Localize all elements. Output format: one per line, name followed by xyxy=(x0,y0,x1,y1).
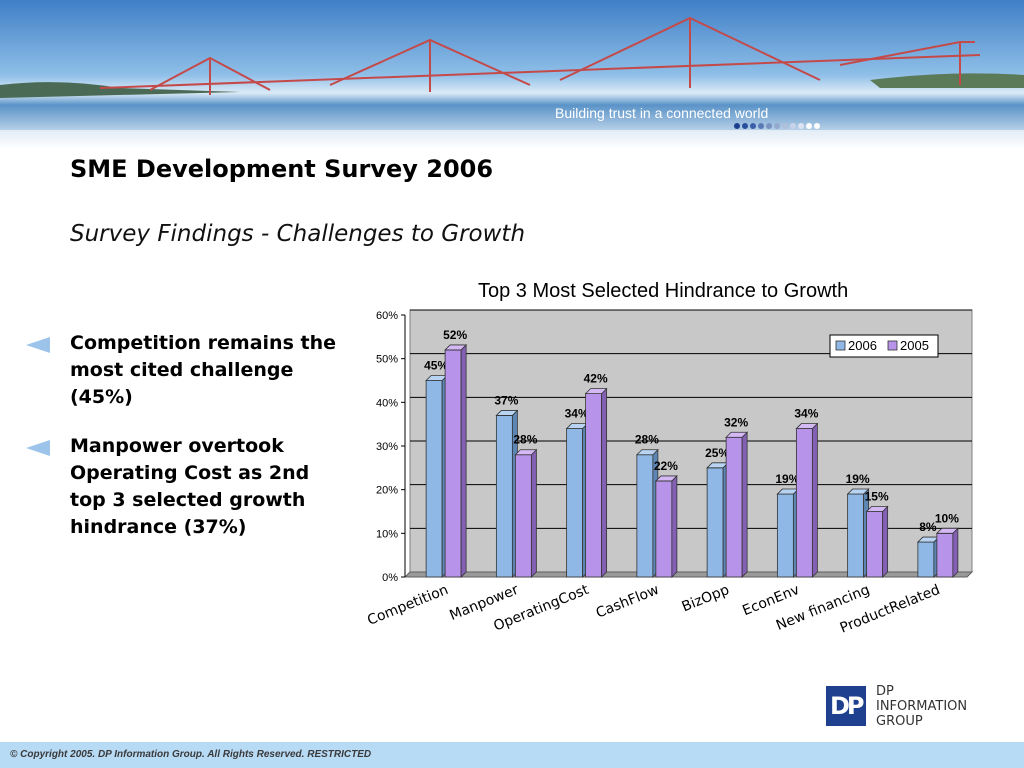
bar-2005 xyxy=(585,393,603,578)
bar-top-2005 xyxy=(584,388,608,394)
bar-top-2005 xyxy=(935,527,959,534)
data-label: 10% xyxy=(935,511,959,525)
data-label: 28% xyxy=(635,433,659,447)
slide-subtitle: Survey Findings - Challenges to Growth xyxy=(70,221,526,247)
bar-side-2005 xyxy=(952,527,959,578)
bar-2005 xyxy=(514,454,532,578)
bullet-text: Competition remains the most cited chall… xyxy=(70,332,336,408)
bar-side-2005 xyxy=(460,343,467,578)
legend-label: 2005 xyxy=(900,338,929,353)
bar-2006 xyxy=(776,493,794,578)
bar-chart: 0% 10% 20% 30% 40% 50% 60% 45% 52% Competition 37%… xyxy=(365,309,974,637)
data-label: 25% xyxy=(705,446,729,460)
banner-tagline: Building trust in a connected world xyxy=(555,105,769,121)
arrow-left-icon xyxy=(26,337,50,353)
data-label: 42% xyxy=(584,372,608,386)
x-tick-label: Competition xyxy=(365,582,450,629)
bar-2006 xyxy=(847,493,865,578)
bar-2005 xyxy=(866,511,884,578)
bar-2005 xyxy=(936,532,954,578)
data-label: 37% xyxy=(494,393,518,407)
bar-2005 xyxy=(655,480,673,578)
data-label: 8% xyxy=(919,520,937,534)
data-label: 28% xyxy=(513,433,537,447)
data-label: 19% xyxy=(846,472,870,486)
bar-side-2005 xyxy=(671,474,678,578)
bar-top-2005 xyxy=(795,423,819,429)
bar-top-2005 xyxy=(654,475,678,482)
logo-mark: DP xyxy=(826,686,866,726)
bar-top-2005 xyxy=(865,506,889,512)
y-tick-label: 30% xyxy=(376,441,398,453)
y-tick-label: 60% xyxy=(376,310,398,322)
slide-title: SME Development Survey 2006 xyxy=(70,155,494,183)
bar-2006 xyxy=(425,380,443,578)
data-label: 15% xyxy=(865,490,889,504)
data-label: 45% xyxy=(424,359,448,373)
bar-top-2006 xyxy=(495,410,519,416)
bar-2006 xyxy=(495,415,513,578)
y-tick-label: 50% xyxy=(376,354,398,366)
bullet-list: Competition remains the most cited chall… xyxy=(26,330,336,563)
banner-dots xyxy=(734,123,820,129)
y-tick-label: 20% xyxy=(376,485,398,497)
bullet-item: Competition remains the most cited chall… xyxy=(26,330,336,411)
bar-2006 xyxy=(636,454,654,578)
bar-2006 xyxy=(917,541,935,578)
logo-initials: DP xyxy=(830,692,864,720)
bar-side-2005 xyxy=(741,431,748,578)
bar-top-2005 xyxy=(514,449,538,456)
bullet-item: Manpower overtook Operating Cost as 2nd … xyxy=(26,433,336,541)
copyright-text: © Copyright 2005. DP Information Group. … xyxy=(10,749,372,760)
bridge-banner-image xyxy=(0,0,1024,150)
bar-2005 xyxy=(725,436,743,578)
bar-2005 xyxy=(444,349,462,578)
bar-2005 xyxy=(795,428,813,578)
x-tick-label: CashFlow xyxy=(594,582,662,622)
bar-top-2006 xyxy=(635,449,659,456)
legend-swatch xyxy=(887,340,898,351)
data-label: 34% xyxy=(565,407,589,421)
legend-label: 2006 xyxy=(848,338,877,353)
data-label: 32% xyxy=(724,415,748,429)
bar-side-2005 xyxy=(882,505,889,578)
bar-2006 xyxy=(706,467,724,578)
bar-top-2005 xyxy=(725,431,749,438)
x-tick-label: BizOpp xyxy=(680,582,732,615)
y-tick-label: 0% xyxy=(382,572,398,584)
chart-title: Top 3 Most Selected Hindrance to Growth xyxy=(478,280,849,302)
logo-line: INFORMATION xyxy=(876,699,968,714)
company-logo: DP DP INFORMATION GROUP xyxy=(826,684,976,730)
data-label: 52% xyxy=(443,328,467,342)
bullet-text: Manpower overtook Operating Cost as 2nd … xyxy=(70,435,310,538)
legend-box xyxy=(829,334,939,358)
y-tick-label: 40% xyxy=(376,397,398,409)
bar-top-2006 xyxy=(846,488,870,495)
bar-side-2005 xyxy=(530,448,537,578)
data-label: 34% xyxy=(794,407,818,421)
y-tick-label: 10% xyxy=(376,528,398,540)
data-label: 22% xyxy=(654,459,678,473)
bar-side-2005 xyxy=(811,422,818,578)
logo-line: DP xyxy=(876,684,894,699)
chart-area: Top 3 Most Selected Hindrance to Growth … xyxy=(340,270,1020,670)
bar-2006 xyxy=(566,428,584,578)
bar-side-2005 xyxy=(601,387,608,578)
header-banner: Building trust in a connected world xyxy=(0,0,1024,150)
legend-swatch xyxy=(835,340,846,351)
bar-top-2005 xyxy=(444,344,468,351)
logo-line: GROUP xyxy=(876,714,923,729)
footer-bar: © Copyright 2005. DP Information Group. … xyxy=(0,742,1024,768)
arrow-left-icon xyxy=(26,440,50,456)
data-label: 19% xyxy=(775,472,799,486)
logo-text: DP INFORMATION GROUP xyxy=(876,684,967,729)
